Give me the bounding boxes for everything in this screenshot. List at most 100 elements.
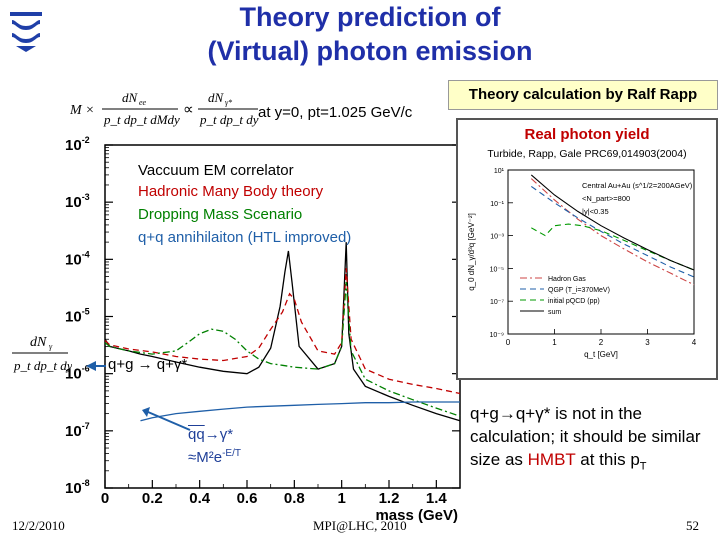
annotation-qg-arrow: → [137, 356, 153, 373]
y-tick-label: 10-2 [65, 135, 90, 154]
x-tick-label: 0 [101, 490, 109, 507]
annotation-qg-arrowhead [86, 361, 96, 371]
annotation-scaling: ≈M²e-E/T [188, 448, 241, 466]
y-tick-label: 10-5 [65, 307, 90, 326]
svg-text:dN: dN [122, 90, 139, 105]
title-line-2: (Virtual) photon emission [207, 36, 533, 66]
inset-x-tick-label: 1 [552, 338, 557, 347]
inset-x-tick-label: 3 [645, 338, 650, 347]
inset-legend-label: Hadron Gas [548, 276, 586, 283]
y-tick-label: 10-3 [65, 192, 90, 211]
annotation-scaling-exp: -E/T [222, 448, 241, 459]
legend-vacuum: Vaccuum EM correlator [138, 162, 294, 179]
inset-x-axis-label: q_t [GeV] [584, 350, 618, 359]
footer-date: 12/2/2010 [12, 518, 65, 533]
annotation-qg-product: q+γ* [156, 356, 188, 373]
inset-x-tick-label: 2 [599, 338, 604, 347]
legend-vacuum-label: Vaccuum EM correlator [138, 162, 294, 179]
real-photon-inset: Real photon yield Turbide, Rapp, Gale PR… [456, 118, 718, 380]
svg-text:γ*: γ* [225, 98, 232, 107]
main-series-line-0 [104, 242, 461, 422]
inset-series-line-1 [530, 185, 695, 278]
note-text: q+g→q+γ* is not in the calculation; it s… [470, 402, 710, 478]
inset-y-tick-label: 10⁻⁷ [490, 299, 504, 306]
legend-hmbt-label: Hadronic Many Body theory [138, 183, 324, 200]
svg-text:p_t dp_t dy: p_t dp_t dy [13, 358, 72, 373]
y-axis-expression: dN γ p_t dp_t dy [12, 335, 72, 373]
footer-conference: MPI@LHC, 2010 [313, 518, 407, 533]
inset-legend-label: sum [548, 309, 561, 316]
main-ticks: 10-210-310-410-510-610-710-80 0.2 0.4 0.6 0.… [65, 135, 461, 507]
y-tick-label-exp: -8 [82, 478, 90, 488]
svg-text:ee: ee [139, 98, 147, 107]
annotation-qq-arrow: → [204, 426, 220, 443]
y-tick-label-exp: -7 [82, 421, 90, 431]
legend-qq-annihilation: q+q annihilaiton (HTL improved) [138, 229, 351, 246]
legend-hmbt: Hadronic Many Body theory [138, 183, 323, 200]
x-tick-label: 0.2 [142, 490, 163, 507]
inset-y-tick-label: 10⁻¹ [490, 201, 504, 208]
note-suffix-sub: T [639, 460, 647, 473]
inset-title: Real photon yield [524, 126, 650, 143]
formula-image: M × dN ee p_t dp_t dMdy ∝ dN γ* p_t dp_t… [70, 90, 259, 127]
annotation-qq-pointer [147, 411, 191, 431]
formula-condition: at y=0, pt=1.025 GeV/c [258, 104, 413, 121]
inset-chart: 10¹ 10⁻¹ 10⁻³ 10⁻⁵ 10⁻⁷ 10⁻⁹0 1 2 3 4 q_t [GeV] q_0… [467, 168, 697, 359]
inset-y-tick-label: 10⁻⁹ [490, 332, 504, 339]
note-hmbt: HMBT [527, 450, 576, 469]
annotation-qq-arrowhead [142, 407, 150, 417]
note-prefix: q+g [470, 404, 499, 423]
annotation-qg: q+g → q+γ* [108, 356, 187, 373]
inset-reference: Turbide, Rapp, Gale PRC69,014903(2004) [487, 148, 687, 160]
inset-y-tick-label: 10⁻⁵ [490, 266, 504, 273]
main-series-line-3 [140, 401, 460, 422]
note-suffix: at this p [580, 450, 640, 469]
annotation-qq: qq→γ* [188, 426, 233, 443]
inset-series-group [530, 174, 695, 286]
x-tick-label: 0.8 [284, 490, 305, 507]
y-tick-label: 10-4 [65, 249, 90, 268]
annotation-qg-text: q+g [108, 356, 134, 373]
inset-legend-label: QGP (T_i=370MeV) [548, 287, 610, 294]
annotation-qq-text: qq [188, 426, 205, 443]
note-mid: q+γ* is not in the calculation; it shoul… [470, 404, 701, 469]
inset-y-tick-label: 10¹ [494, 168, 505, 175]
inset-series-line-3 [530, 174, 695, 271]
y-tick-label-exp: -6 [82, 364, 90, 374]
inset-x-tick-label: 4 [692, 338, 697, 347]
svg-text:p_t dp_t dy: p_t dp_t dy [199, 112, 259, 127]
inset-y-tick-label: 10⁻³ [490, 234, 504, 241]
inset-legend-label: initial pQCD (pp) [548, 298, 600, 305]
inset-x-tick-label: 0 [506, 338, 511, 347]
legend-dropping-mass-label: Dropping Mass Scenario [138, 206, 303, 223]
x-tick-label: 0.4 [189, 490, 211, 507]
title-line-1: Theory prediction of [239, 2, 501, 32]
inset-text-line: |y|<0.35 [582, 207, 609, 216]
y-tick-label-exp: -3 [82, 192, 90, 202]
inset-text-line: Central Au+Au (s^1/2=200AGeV) [582, 181, 693, 190]
svg-text:∝: ∝ [183, 102, 194, 118]
rapp-label: Theory calculation by Ralf Rapp [448, 80, 718, 110]
inset-ticks: 10¹ 10⁻¹ 10⁻³ 10⁻⁵ 10⁻⁷ 10⁻⁹0 1 2 3 4 q_t [GeV] q_0… [467, 168, 697, 359]
footer-page-number: 52 [686, 518, 699, 533]
inset-series-line-0 [530, 178, 695, 286]
inset-series-line-2 [531, 223, 695, 271]
main-series-group [104, 242, 461, 422]
svg-text:M ×: M × [70, 103, 95, 118]
legend-qq-annihilation-label: q+q annihilaiton (HTL improved) [138, 229, 352, 246]
x-axis-label: mass (GeV) [375, 507, 458, 524]
inset-text-line: <N_part>=800 [582, 194, 630, 203]
x-tick-label: 1.2 [379, 490, 400, 507]
main-series-line-1 [104, 268, 461, 395]
svg-text:γ: γ [49, 342, 53, 351]
svg-text:dN: dN [208, 90, 225, 105]
inset-text-group: Central Au+Au (s^1/2=200AGeV) <N_part>=80… [520, 181, 693, 316]
y-tick-label-exp: -2 [82, 135, 90, 145]
svg-text:p_t dp_t dMdy: p_t dp_t dMdy [103, 112, 180, 127]
inset-y-axis-label: q_0 dN_γ/d³q [GeV⁻²] [467, 213, 476, 291]
y-tick-label-exp: -5 [82, 307, 90, 317]
y-tick-label: 10-8 [65, 478, 90, 497]
y-tick-label-exp: -4 [82, 249, 90, 259]
main-series-line-2 [104, 282, 461, 417]
svg-text:dN: dN [30, 335, 47, 350]
